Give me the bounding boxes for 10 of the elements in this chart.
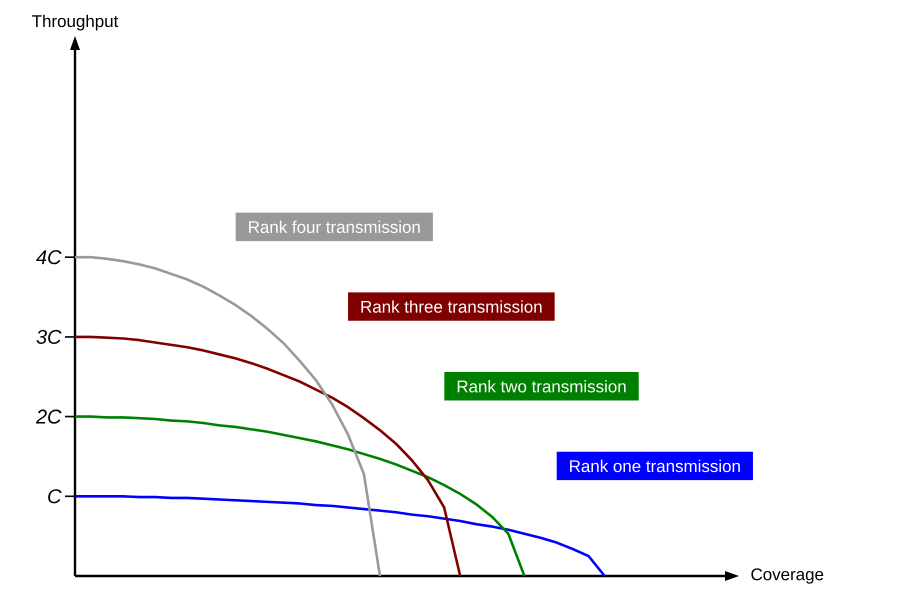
- x-axis-title: Coverage: [751, 568, 824, 584]
- y-tick-label: 3C: [36, 330, 62, 344]
- y-tick-label: C: [48, 489, 62, 504]
- text: Rank one transmission: [570, 460, 740, 472]
- text: Rank two transmission: [458, 380, 626, 392]
- y-tick-label: 4C: [36, 250, 62, 264]
- y-axis-title: Throughput: [32, 14, 118, 30]
- y-tick-label: 2C: [36, 410, 62, 424]
- text: Rank four transmission: [249, 220, 420, 234]
- text: Rank three transmission: [361, 300, 542, 313]
